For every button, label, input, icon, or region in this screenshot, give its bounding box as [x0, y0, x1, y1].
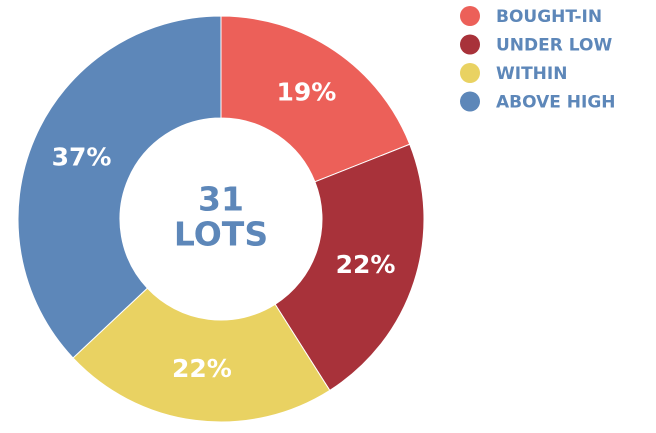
value-label: 19%	[277, 77, 337, 106]
legend-label: ABOVE HIGH	[496, 93, 616, 113]
center-value: 31	[198, 180, 244, 219]
donut-segment	[72, 287, 331, 423]
legend-swatch	[460, 91, 480, 112]
legend-swatch	[460, 6, 480, 26]
legend-label: UNDER LOW	[496, 36, 612, 56]
legend-label: BOUGHT-IN	[496, 7, 602, 27]
value-label: 22%	[336, 250, 396, 279]
donut-segment	[220, 15, 411, 183]
value-label: 37%	[52, 143, 112, 172]
donut-segment	[17, 15, 222, 359]
value-label: 22%	[172, 354, 232, 383]
center-text: LOTS	[174, 215, 268, 254]
legend-swatch	[460, 34, 480, 55]
donut-segment	[274, 143, 425, 392]
legend-swatch	[460, 63, 480, 83]
legend-label: WITHIN	[496, 64, 567, 84]
